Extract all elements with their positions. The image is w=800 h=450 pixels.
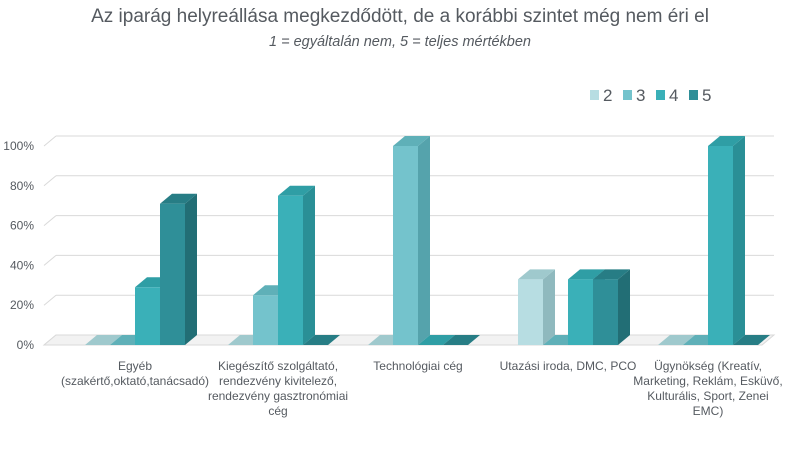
bar-side-3 (418, 136, 430, 345)
bar-side-2 (543, 269, 555, 345)
bar-3 (393, 146, 418, 345)
bar-top-4 (418, 335, 455, 345)
y-tick-label: 100% (3, 139, 34, 153)
bar-4 (708, 146, 733, 345)
x-category-label: (szakértő,oktató,tanácsadó) (61, 374, 209, 388)
legend-label-5: 5 (702, 86, 711, 105)
x-category-label: Kulturális, Sport, Zenei (647, 389, 768, 403)
legend-swatch-3 (623, 90, 632, 100)
x-category-label: EMC) (693, 404, 724, 418)
bar-top-5 (160, 193, 197, 204)
bar-4 (278, 195, 303, 345)
bar-top-2 (85, 335, 122, 345)
y-tick-label: 20% (10, 298, 34, 312)
y-tick-label: 40% (10, 258, 34, 272)
bar-top-5 (303, 335, 340, 345)
grid-depth-line (43, 135, 57, 147)
x-category-label: Egyéb (118, 359, 152, 373)
bar-2 (518, 279, 543, 345)
x-category-label: Technológiai cég (373, 359, 462, 373)
x-category-label: rendezvény kivitelező, (219, 374, 337, 388)
bar-side-5 (618, 269, 630, 345)
chart-title: Az iparág helyreállása megkezdődött, de … (91, 6, 709, 27)
x-category-label: cég (268, 404, 287, 418)
grid-depth-line (43, 255, 57, 266)
bar-3 (253, 295, 278, 345)
legend-swatch-2 (590, 90, 599, 100)
chart-subtitle: 1 = egyáltalán nem, 5 = teljes mértékben (269, 34, 531, 50)
bar-top-4 (708, 136, 745, 146)
bar-4 (135, 287, 160, 345)
y-tick-label: 80% (10, 179, 34, 193)
x-category-label: Marketing, Reklám, Esküvő, (633, 374, 782, 388)
x-category-label: Utazási iroda, DMC, PCO (500, 359, 637, 373)
bar-top-3 (393, 136, 430, 146)
bar-top-4 (278, 185, 315, 196)
grid-depth-line (43, 294, 57, 306)
y-tick-label: 60% (10, 219, 34, 233)
bar-top-4 (568, 269, 605, 280)
y-tick-label: 0% (17, 338, 35, 352)
bar-top-5 (733, 335, 770, 345)
legend-swatch-4 (656, 90, 665, 100)
legend-label-2: 2 (603, 86, 612, 105)
bar-top-5 (443, 335, 480, 345)
legend-label-3: 3 (636, 86, 645, 105)
bar-side-5 (185, 193, 197, 345)
x-category-label: Kiegészítő szolgáltató, (218, 359, 338, 373)
x-category-label: rendezvény gasztronómiai (208, 389, 348, 403)
bar-side-4 (733, 136, 745, 345)
legend-label-4: 4 (669, 86, 678, 105)
bar-5 (593, 279, 618, 345)
x-category-label: Ügynökség (Kreatív, (654, 359, 762, 373)
grid-depth-line (43, 175, 57, 187)
bar-top-2 (658, 335, 695, 345)
bar-top-5 (593, 269, 630, 280)
legend-swatch-5 (689, 90, 698, 100)
grid-depth-line (43, 215, 57, 226)
bar-5 (160, 203, 185, 345)
bar-top-2 (518, 269, 555, 280)
bar-side-4 (303, 185, 315, 345)
bar-4 (568, 279, 593, 345)
